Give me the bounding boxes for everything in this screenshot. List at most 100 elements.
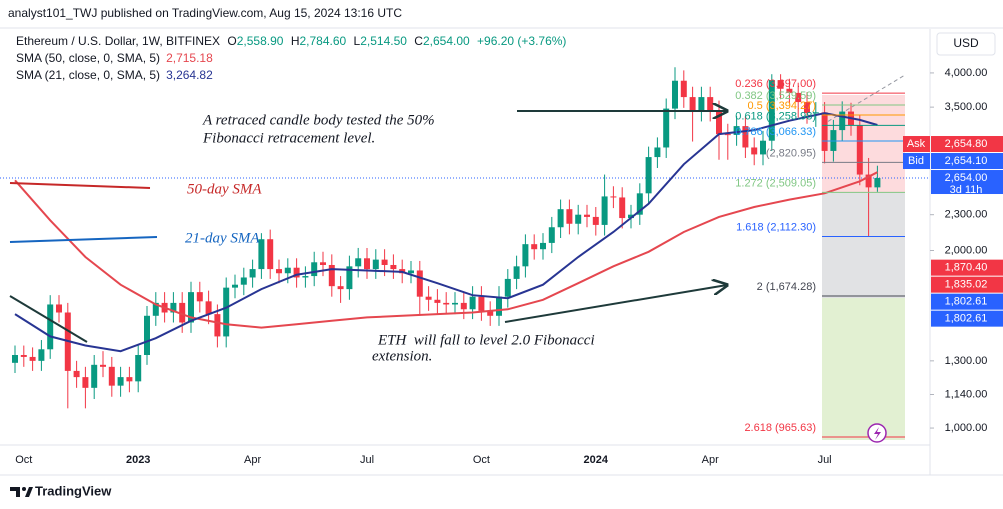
publisher-line: analyst101_TWJ published on TradingView.…	[8, 6, 402, 20]
annotation: 21-day SMA	[185, 230, 260, 246]
y-tick-label: 3,500.00	[945, 101, 988, 113]
candle-body	[452, 302, 458, 305]
fib-label: 0.786 (3,066.33)	[735, 126, 816, 138]
price-tag-prefix-box	[903, 136, 930, 153]
candle-body	[258, 239, 265, 270]
fib-label: 0.618 (3,258.98)	[735, 110, 816, 122]
candle-body	[346, 266, 353, 290]
sma-value: 2,715.18	[166, 51, 213, 65]
candle-body	[680, 80, 687, 98]
x-tick-label: Jul	[818, 454, 832, 466]
candle-body	[196, 292, 203, 302]
candle-body	[689, 97, 696, 111]
candle-body	[232, 284, 238, 288]
candle-body	[830, 130, 837, 151]
candle-body	[768, 80, 775, 141]
candle-body	[381, 259, 388, 265]
candle-body	[742, 126, 749, 148]
fib-label: 2.618 (965.63)	[744, 422, 816, 434]
candle-body	[82, 377, 89, 388]
price-tag-label: 2,654.00	[945, 172, 988, 184]
candle-body	[628, 214, 634, 219]
price-tag	[931, 310, 1003, 327]
currency-button[interactable]	[936, 32, 996, 56]
candle-body	[592, 216, 599, 225]
fib-label: 1.272 (2,509.05)	[735, 177, 816, 189]
candle-body	[152, 302, 159, 316]
candle-body	[522, 244, 529, 267]
y-tick-label: 2,000.00	[945, 244, 988, 256]
candle-body	[645, 157, 652, 194]
annotation: ETH will fall to level 2.0 Fibonacci	[377, 332, 595, 348]
fib-label: 0.382 (3,529.59)	[735, 90, 816, 102]
candle-body	[795, 92, 802, 103]
target-zone-upper	[822, 193, 905, 298]
candle-body	[434, 299, 441, 303]
candle-body	[777, 80, 784, 89]
candle-body	[311, 262, 318, 277]
candle-body	[557, 209, 564, 228]
fib-label: 0.236 (3,697.00)	[735, 78, 816, 90]
candle-body	[12, 355, 18, 363]
ohlc-value: 2,784.60	[299, 34, 346, 48]
price-tag-prefix: Bid	[908, 155, 924, 167]
candle-body	[38, 349, 45, 361]
candle-body	[56, 304, 62, 313]
brand: TradingView	[35, 483, 112, 498]
candle-body	[839, 111, 846, 131]
candle-body	[355, 258, 362, 267]
ohlc-value: 2,654.00	[423, 34, 470, 48]
annotation: 50-day SMA	[187, 181, 262, 197]
target-zone-lower	[822, 298, 905, 440]
sma-name: SMA (50, close, 0, SMA, 5)	[16, 51, 160, 65]
price-tag	[931, 276, 1003, 293]
candle-body	[733, 126, 740, 135]
candle-body	[108, 366, 115, 386]
candle-body	[496, 296, 502, 316]
candle-body	[751, 147, 758, 155]
candle-body	[328, 264, 335, 287]
candle-body	[478, 296, 485, 311]
x-tick-label: Oct	[473, 454, 490, 466]
candle-body	[390, 264, 397, 270]
y-tick-label: 2,300.00	[945, 209, 988, 221]
candle-body	[865, 174, 872, 188]
candle-body	[100, 364, 106, 367]
price-tag	[931, 293, 1003, 310]
candle-body	[540, 242, 546, 250]
candle-body	[716, 110, 722, 135]
price-tag	[931, 259, 1003, 276]
candle-body	[205, 301, 212, 315]
price-scale	[930, 29, 1003, 475]
fib-label: (2,820.95)	[766, 147, 816, 159]
candle-body	[276, 269, 282, 274]
candle-body	[619, 197, 626, 219]
price-tag-label: 1,802.61	[945, 313, 988, 325]
candle-body	[707, 97, 714, 111]
candle-body	[223, 287, 230, 337]
candle-body	[856, 125, 863, 175]
candle-body	[804, 102, 810, 114]
candle-body	[249, 269, 256, 278]
candle-body	[443, 302, 450, 305]
label-line	[9, 236, 158, 243]
candle-body	[126, 377, 133, 382]
candle-body	[73, 370, 80, 378]
candle-body	[460, 302, 467, 310]
x-tick-label: Apr	[244, 454, 261, 466]
price-scale-labels: 1,000.00 1,140.00 1,300.00 2,000.00 2,300.00…	[903, 67, 1003, 434]
logo-mark	[25, 487, 33, 497]
price-tag	[931, 153, 1003, 170]
candle-body	[364, 258, 370, 270]
candle-body	[654, 147, 661, 158]
candle-body	[188, 292, 194, 323]
candle-body	[293, 267, 300, 278]
ohlc-value: 2,558.90	[237, 34, 284, 48]
y-tick-label: 4,000.00	[945, 67, 988, 79]
candle-body	[548, 227, 555, 243]
fib-label: 1.618 (2,112.30)	[736, 221, 816, 233]
ohlc-label: O	[227, 34, 236, 48]
candle-body	[812, 112, 819, 114]
candle-body	[575, 214, 582, 224]
